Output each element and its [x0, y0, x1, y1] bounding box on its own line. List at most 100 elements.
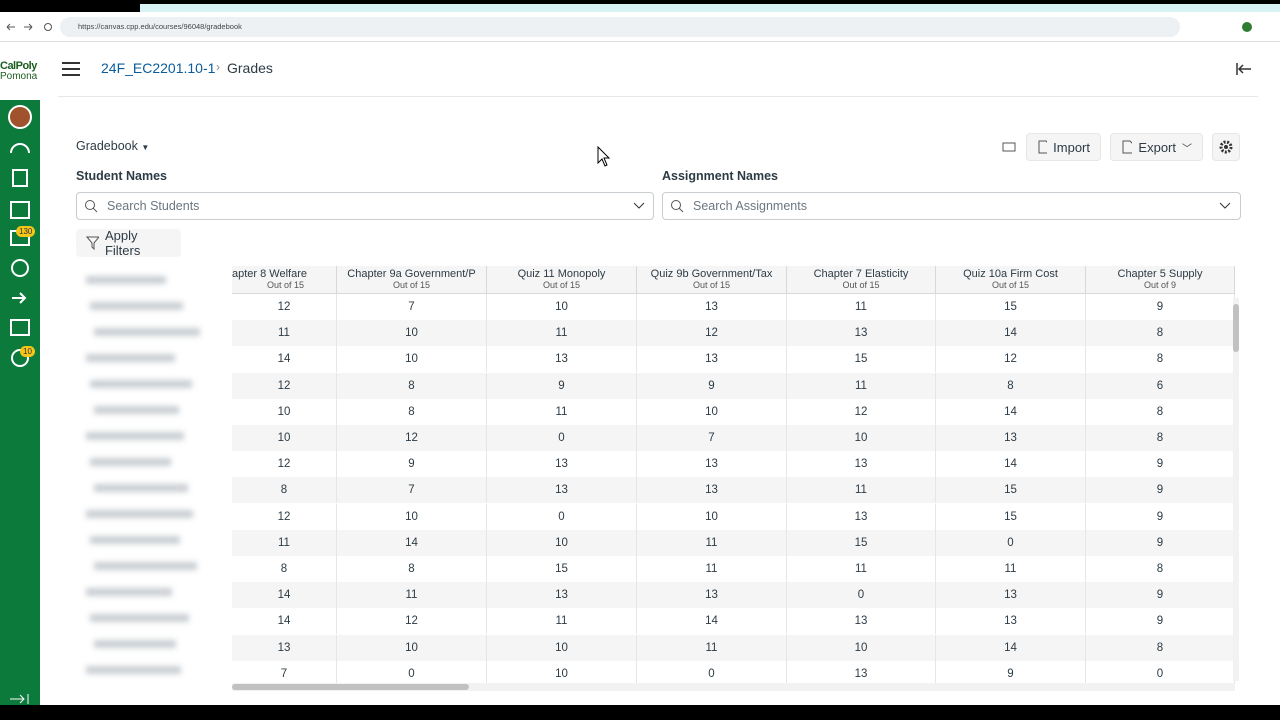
- grade-cell[interactable]: 13: [637, 582, 787, 609]
- grade-cell[interactable]: 13: [787, 503, 936, 530]
- keyboard-icon[interactable]: [1002, 141, 1016, 153]
- grade-cell[interactable]: 10: [337, 634, 487, 661]
- settings-button[interactable]: [1212, 133, 1240, 161]
- avatar[interactable]: [8, 105, 32, 129]
- grade-cell[interactable]: 10: [337, 320, 487, 347]
- grade-cell[interactable]: 8: [936, 372, 1086, 399]
- grade-cell[interactable]: 13: [487, 582, 637, 609]
- grade-cell[interactable]: 13: [487, 477, 637, 504]
- collapse-icon[interactable]: [10, 694, 30, 704]
- nav-icons[interactable]: [8, 140, 32, 380]
- grade-cell[interactable]: 11: [936, 556, 1086, 582]
- grade-cell[interactable]: 8: [337, 398, 487, 425]
- grade-cell[interactable]: 10: [232, 398, 337, 425]
- grade-cell[interactable]: 7: [232, 660, 337, 683]
- grade-cell[interactable]: 13: [787, 660, 936, 683]
- grade-cell[interactable]: 9: [1086, 294, 1235, 320]
- grade-cell[interactable]: 0: [787, 582, 936, 609]
- collapse-nav[interactable]: [1236, 63, 1252, 75]
- grade-cell[interactable]: 10: [487, 529, 637, 556]
- grade-cell[interactable]: 9: [1086, 529, 1235, 556]
- grade-cell[interactable]: 9: [936, 660, 1086, 683]
- grade-cell[interactable]: 12: [637, 320, 787, 347]
- grade-cell[interactable]: 14: [232, 608, 337, 635]
- grade-cell[interactable]: 10: [637, 398, 787, 425]
- grade-cell[interactable]: 15: [487, 556, 637, 582]
- grade-cell[interactable]: 15: [936, 477, 1086, 504]
- grade-cell[interactable]: 12: [787, 398, 936, 425]
- apply-filters[interactable]: Apply Filters: [76, 228, 181, 258]
- grade-cell[interactable]: 7: [337, 477, 487, 504]
- grade-cell[interactable]: 8: [1086, 346, 1235, 373]
- grade-cell[interactable]: 10: [337, 503, 487, 530]
- grade-cell[interactable]: 11: [787, 294, 936, 320]
- grade-cell[interactable]: 13: [637, 346, 787, 373]
- dropdown-icon[interactable]: [1219, 202, 1231, 210]
- grade-cell[interactable]: 13: [936, 425, 1086, 451]
- import-button[interactable]: Import: [1026, 133, 1101, 161]
- grade-cell[interactable]: 13: [487, 451, 637, 478]
- grade-cell[interactable]: 9: [1086, 608, 1235, 635]
- grade-cell[interactable]: 10: [487, 294, 637, 320]
- grade-cell[interactable]: 14: [936, 451, 1086, 478]
- h-scrollbar[interactable]: [232, 683, 1235, 691]
- grade-cell[interactable]: 13: [936, 582, 1086, 609]
- profile[interactable]: [1242, 22, 1252, 32]
- grade-cell[interactable]: 7: [637, 425, 787, 451]
- column-header[interactable]: Quiz 10a Firm Cost Out of 15: [936, 266, 1086, 294]
- nav-icons[interactable]: [4, 20, 54, 34]
- grade-cell[interactable]: 8: [232, 477, 337, 504]
- grade-cell[interactable]: 11: [637, 634, 787, 661]
- grade-cell[interactable]: 9: [1086, 582, 1235, 609]
- grade-cell[interactable]: 11: [787, 477, 936, 504]
- grade-cell[interactable]: 0: [637, 660, 787, 683]
- grade-cell[interactable]: 11: [232, 320, 337, 347]
- grade-cell[interactable]: 10: [787, 634, 936, 661]
- column-header[interactable]: Chapter 7 Elasticity Out of 15: [787, 266, 936, 294]
- grade-cell[interactable]: 13: [787, 451, 936, 478]
- menu-icon[interactable]: [62, 62, 80, 76]
- grade-cell[interactable]: 8: [1086, 320, 1235, 347]
- grade-cell[interactable]: 8: [1086, 556, 1235, 582]
- assignment-search[interactable]: Search Assignments: [662, 192, 1241, 220]
- grade-cell[interactable]: 10: [637, 503, 787, 530]
- grade-cell[interactable]: 8: [1086, 634, 1235, 661]
- grade-cell[interactable]: 12: [337, 425, 487, 451]
- grade-cell[interactable]: 15: [936, 294, 1086, 320]
- dropdown-icon[interactable]: [633, 202, 645, 210]
- grade-cell[interactable]: 13: [936, 608, 1086, 635]
- grade-cell[interactable]: 10: [487, 634, 637, 661]
- grade-cell[interactable]: 11: [787, 556, 936, 582]
- url-bar[interactable]: https://canvas.cpp.edu/courses/96048/gra…: [60, 17, 1180, 37]
- grade-cell[interactable]: 13: [637, 294, 787, 320]
- grade-cell[interactable]: 9: [1086, 503, 1235, 530]
- grade-cell[interactable]: 10: [337, 346, 487, 373]
- grade-cell[interactable]: 12: [232, 503, 337, 530]
- grade-cell[interactable]: 12: [936, 346, 1086, 373]
- v-scrollbar[interactable]: [1233, 298, 1239, 681]
- grade-cell[interactable]: 11: [487, 320, 637, 347]
- grade-cell[interactable]: 14: [337, 529, 487, 556]
- breadcrumb-course[interactable]: 24F_EC2201.10-1: [101, 60, 216, 76]
- column-header[interactable]: Quiz 11 Monopoly Out of 15: [487, 266, 637, 294]
- grade-cell[interactable]: 13: [637, 477, 787, 504]
- grade-cell[interactable]: 14: [232, 582, 337, 609]
- grade-cell[interactable]: 13: [232, 634, 337, 661]
- grade-cell[interactable]: 10: [487, 660, 637, 683]
- export-button[interactable]: Export ﹀: [1110, 133, 1203, 161]
- grade-cell[interactable]: 12: [337, 608, 487, 635]
- grade-cell[interactable]: 7: [337, 294, 487, 320]
- grade-cell[interactable]: 11: [232, 529, 337, 556]
- grade-cell[interactable]: 13: [487, 346, 637, 373]
- grade-cell[interactable]: 0: [487, 425, 637, 451]
- grade-cell[interactable]: 8: [232, 556, 337, 582]
- grade-cell[interactable]: 12: [232, 372, 337, 399]
- grade-cell[interactable]: 11: [337, 582, 487, 609]
- grade-cell[interactable]: 13: [637, 451, 787, 478]
- column-header[interactable]: Quiz 9b Government/Tax Out of 15: [637, 266, 787, 294]
- grade-cell[interactable]: 14: [936, 320, 1086, 347]
- grade-cell[interactable]: 12: [232, 451, 337, 478]
- grade-cell[interactable]: 8: [1086, 425, 1235, 451]
- grade-cell[interactable]: 12: [232, 294, 337, 320]
- grade-cell[interactable]: 11: [637, 556, 787, 582]
